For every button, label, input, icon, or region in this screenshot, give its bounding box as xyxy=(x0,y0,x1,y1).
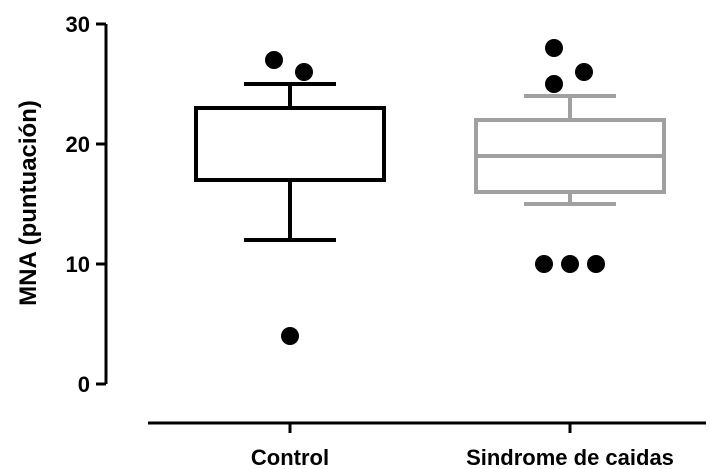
y-tick-label: 0 xyxy=(78,372,90,397)
y-axis: 0 10 20 30 xyxy=(66,12,108,397)
box-group xyxy=(194,51,386,345)
x-tick-label: Sindrome de caidas xyxy=(466,445,674,469)
outlier-point xyxy=(535,255,553,273)
outlier-point xyxy=(545,39,563,57)
x-tick-label: Control xyxy=(251,445,329,469)
outlier-point xyxy=(575,63,593,81)
outlier-point xyxy=(295,63,313,81)
x-axis: Control Sindrome de caidas xyxy=(148,421,706,469)
outlier-point xyxy=(545,75,563,93)
y-tick-label: 10 xyxy=(66,252,90,277)
y-tick-label: 30 xyxy=(66,12,90,37)
outlier-point xyxy=(561,255,579,273)
outlier-point xyxy=(281,327,299,345)
y-axis-title: MNA (puntuación) xyxy=(15,100,42,306)
outlier-point xyxy=(265,51,283,69)
plot-area xyxy=(194,39,666,345)
box xyxy=(194,106,386,182)
box-group xyxy=(474,39,666,273)
outlier-point xyxy=(587,255,605,273)
y-tick-label: 20 xyxy=(66,132,90,157)
